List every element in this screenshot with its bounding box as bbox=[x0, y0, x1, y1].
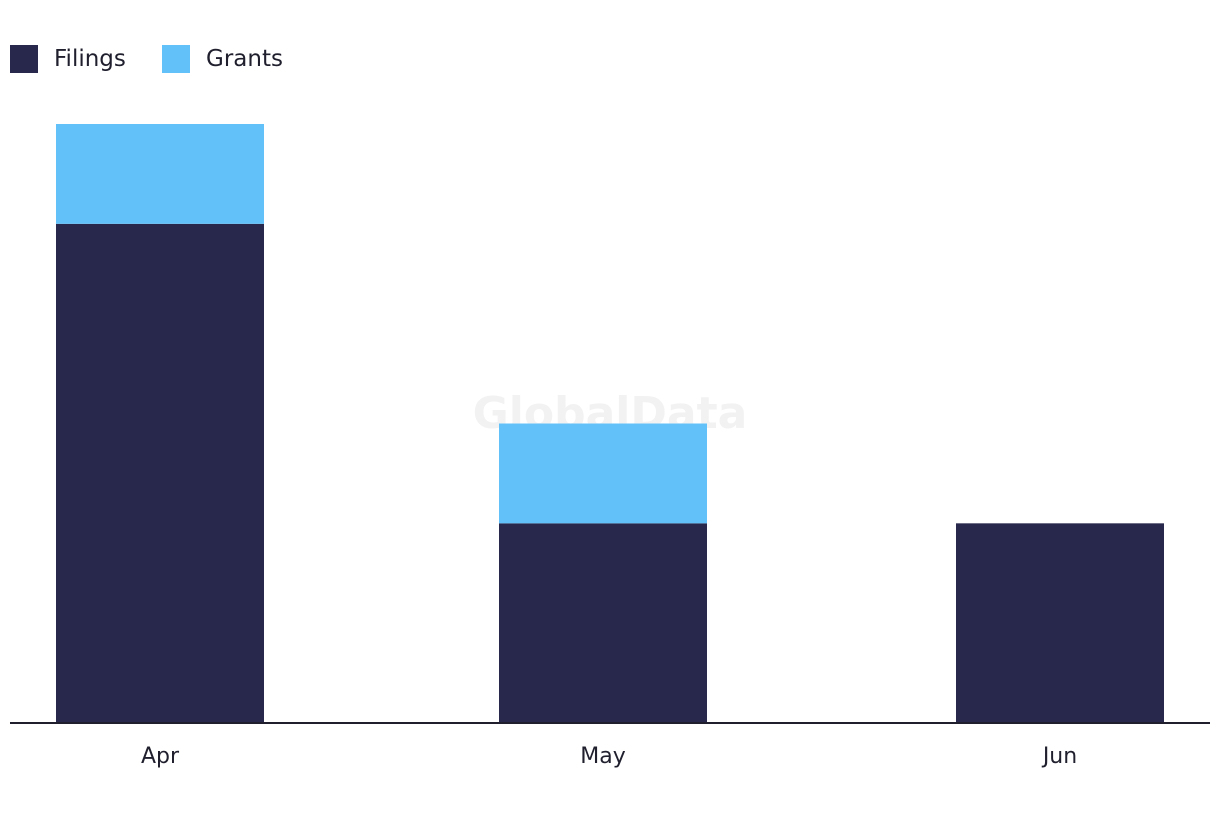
bar-may-grants bbox=[499, 423, 707, 524]
bars-group bbox=[56, 124, 1164, 724]
x-axis-ticks: Apr May Jun bbox=[141, 744, 1077, 769]
bar-jun-filings bbox=[956, 523, 1164, 723]
x-tick-label-jun: Jun bbox=[1041, 744, 1077, 769]
bar-may-filings bbox=[499, 523, 707, 723]
legend-label-filings: Filings bbox=[54, 46, 126, 72]
x-tick-label-apr: Apr bbox=[141, 744, 180, 769]
bar-apr-filings bbox=[56, 223, 264, 724]
legend: Filings Grants bbox=[10, 45, 283, 73]
x-tick-label-may: May bbox=[580, 744, 625, 769]
legend-swatch-filings bbox=[10, 45, 38, 73]
bar-apr-grants bbox=[56, 124, 264, 224]
legend-swatch-grants bbox=[162, 45, 190, 73]
legend-label-grants: Grants bbox=[206, 46, 283, 72]
